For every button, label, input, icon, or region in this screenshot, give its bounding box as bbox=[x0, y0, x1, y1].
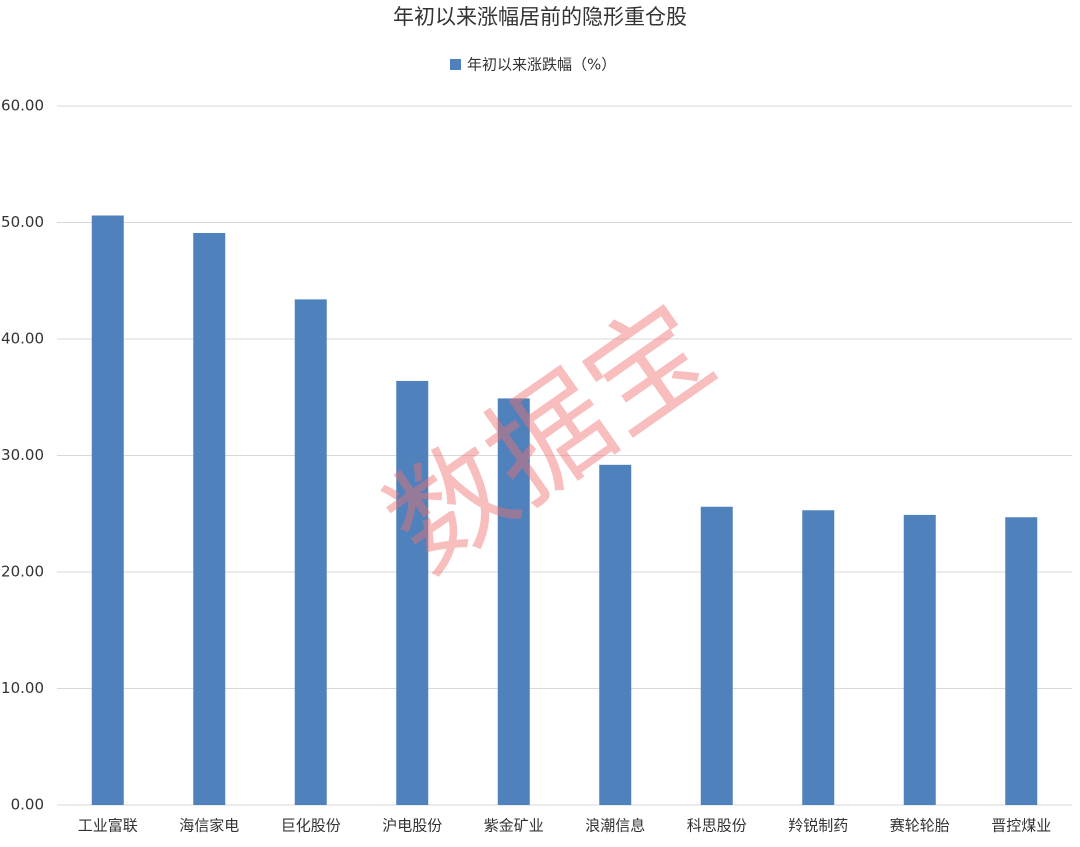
bar bbox=[91, 215, 124, 805]
x-tick-label: 晋控煤业 bbox=[991, 817, 1051, 835]
y-tick-label: 10.00 bbox=[1, 679, 44, 697]
y-tick-label: 40.00 bbox=[1, 330, 44, 348]
bar bbox=[1005, 517, 1038, 805]
x-tick-label: 海信家电 bbox=[179, 817, 239, 835]
bar bbox=[497, 398, 530, 805]
bar bbox=[903, 514, 936, 805]
y-tick-label: 20.00 bbox=[1, 563, 44, 581]
legend-swatch bbox=[450, 59, 461, 70]
y-tick-label: 0.00 bbox=[11, 796, 44, 814]
bar bbox=[294, 299, 327, 805]
x-tick-label: 工业富联 bbox=[78, 817, 138, 835]
x-tick-label: 科思股份 bbox=[687, 817, 747, 835]
bar bbox=[599, 464, 632, 805]
bar bbox=[396, 380, 429, 805]
legend-label: 年初以来涨跌幅（%） bbox=[467, 56, 616, 74]
bar bbox=[193, 232, 226, 806]
x-tick-label: 巨化股份 bbox=[281, 817, 341, 835]
x-tick-label: 羚锐制药 bbox=[788, 817, 848, 835]
bar bbox=[802, 510, 835, 805]
x-tick-label: 赛轮轮胎 bbox=[890, 817, 950, 835]
x-tick-label: 紫金矿业 bbox=[484, 817, 544, 835]
y-tick-label: 50.00 bbox=[1, 213, 44, 231]
chart-title: 年初以来涨幅居前的隐形重仓股 bbox=[393, 5, 687, 29]
y-tick-label: 30.00 bbox=[1, 446, 44, 464]
x-tick-label: 沪电股份 bbox=[382, 817, 442, 835]
y-tick-label: 60.00 bbox=[1, 97, 44, 115]
x-tick-label: 浪潮信息 bbox=[585, 817, 645, 835]
bar bbox=[700, 506, 733, 805]
